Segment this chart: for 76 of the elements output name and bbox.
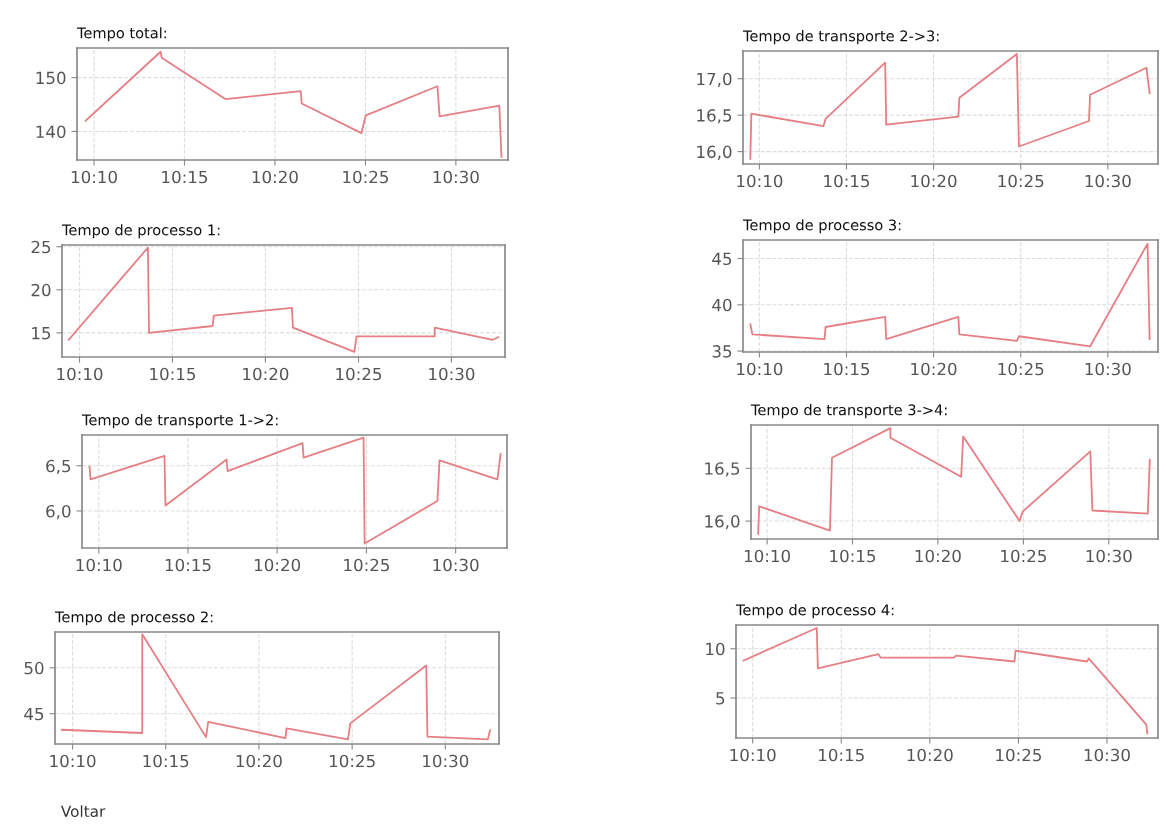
x-tick-label: 10:10 [50,754,96,768]
x-tick-label: 10:30 [429,367,475,381]
y-tick-label: 20 [31,283,51,297]
x-tick-label: 10:10 [737,174,783,188]
x-tick-label: 10:15 [830,549,876,563]
y-tick-label: 16,0 [705,515,740,530]
x-tick-label: 10:10 [57,367,103,381]
line-series [60,633,491,741]
y-tick-label: 6,5 [46,459,71,475]
x-tick-label: 10:15 [824,362,870,376]
chart-title: Tempo de transporte 3->4: [750,404,947,419]
x-tick-label: 10:25 [343,170,389,184]
x-tick-label: 10:10 [744,549,790,563]
x-tick-label: 10:10 [730,748,776,762]
x-tick-label: 10:20 [252,170,298,184]
line-series [749,53,1151,160]
x-tick-label: 10:25 [998,362,1044,376]
x-tick-label: 10:15 [165,558,211,572]
y-tick-label: 6,0 [46,504,71,520]
y-tick-label: 50 [24,661,44,675]
line-series [749,242,1151,348]
line-series [84,50,503,158]
x-tick-label: 10:20 [243,367,289,381]
chart-title: Tempo de processo 2: [54,611,213,626]
y-tick-label: 45 [24,707,44,721]
y-tick-label: 16,5 [705,462,740,477]
x-tick-label: 10:15 [150,367,196,381]
y-tick-label: 16,5 [697,109,732,124]
x-tick-label: 10:20 [907,748,953,762]
x-tick-label: 10:20 [915,549,961,563]
y-tick-label: 40 [712,298,732,312]
x-tick-label: 10:10 [76,558,122,572]
x-tick-label: 10:25 [329,754,375,768]
x-tick-label: 10:30 [1084,748,1130,762]
x-tick-label: 10:10 [737,362,783,376]
x-tick-label: 10:25 [336,367,382,381]
y-tick-label: 45 [712,252,732,266]
x-tick-label: 10:25 [998,174,1044,188]
y-tick-label: 10 [706,642,725,656]
y-tick-label: 17,0 [697,72,732,87]
y-tick-label: 35 [712,345,732,358]
chart-title: Tempo de transporte 1->2: [81,414,278,429]
line-series [88,436,502,545]
x-tick-label: 10:20 [911,362,957,376]
x-tick-label: 10:10 [71,170,117,184]
x-tick-label: 10:15 [824,174,870,188]
y-tick-label: 16,0 [697,145,732,160]
x-tick-label: 10:25 [344,558,389,572]
x-tick-label: 10:20 [254,558,301,572]
x-tick-label: 10:25 [996,748,1041,762]
y-tick-label: 140 [36,125,66,139]
line-series [757,427,1151,535]
x-tick-label: 10:25 [1001,549,1046,563]
x-tick-label: 10:15 [162,170,208,184]
x-tick-label: 10:30 [433,170,479,184]
line-series [742,627,1149,735]
chart-title: Tempo de processo 3: [742,219,901,234]
x-tick-label: 10:30 [1085,174,1131,188]
x-tick-label: 10:30 [1085,362,1131,376]
y-tick-label: 15 [32,327,51,340]
x-tick-label: 10:30 [1086,549,1132,563]
chart-title: Tempo de processo 1: [61,224,220,239]
line-series [67,246,500,353]
y-tick-label: 5 [716,692,725,705]
chart-title: Tempo de processo 4: [735,604,894,619]
x-tick-label: 10:30 [433,558,479,572]
x-tick-label: 10:30 [423,754,469,768]
x-tick-label: 10:15 [143,754,189,768]
x-tick-label: 10:20 [911,174,957,188]
chart-title: Tempo de transporte 2->3: [742,30,939,45]
text: Voltar [60,805,106,818]
chart-title: Tempo total: [76,27,166,42]
x-tick-label: 10:15 [819,748,864,762]
x-tick-label: 10:20 [236,754,282,768]
y-tick-label: 150 [36,71,66,85]
y-tick-label: 25 [31,240,51,254]
